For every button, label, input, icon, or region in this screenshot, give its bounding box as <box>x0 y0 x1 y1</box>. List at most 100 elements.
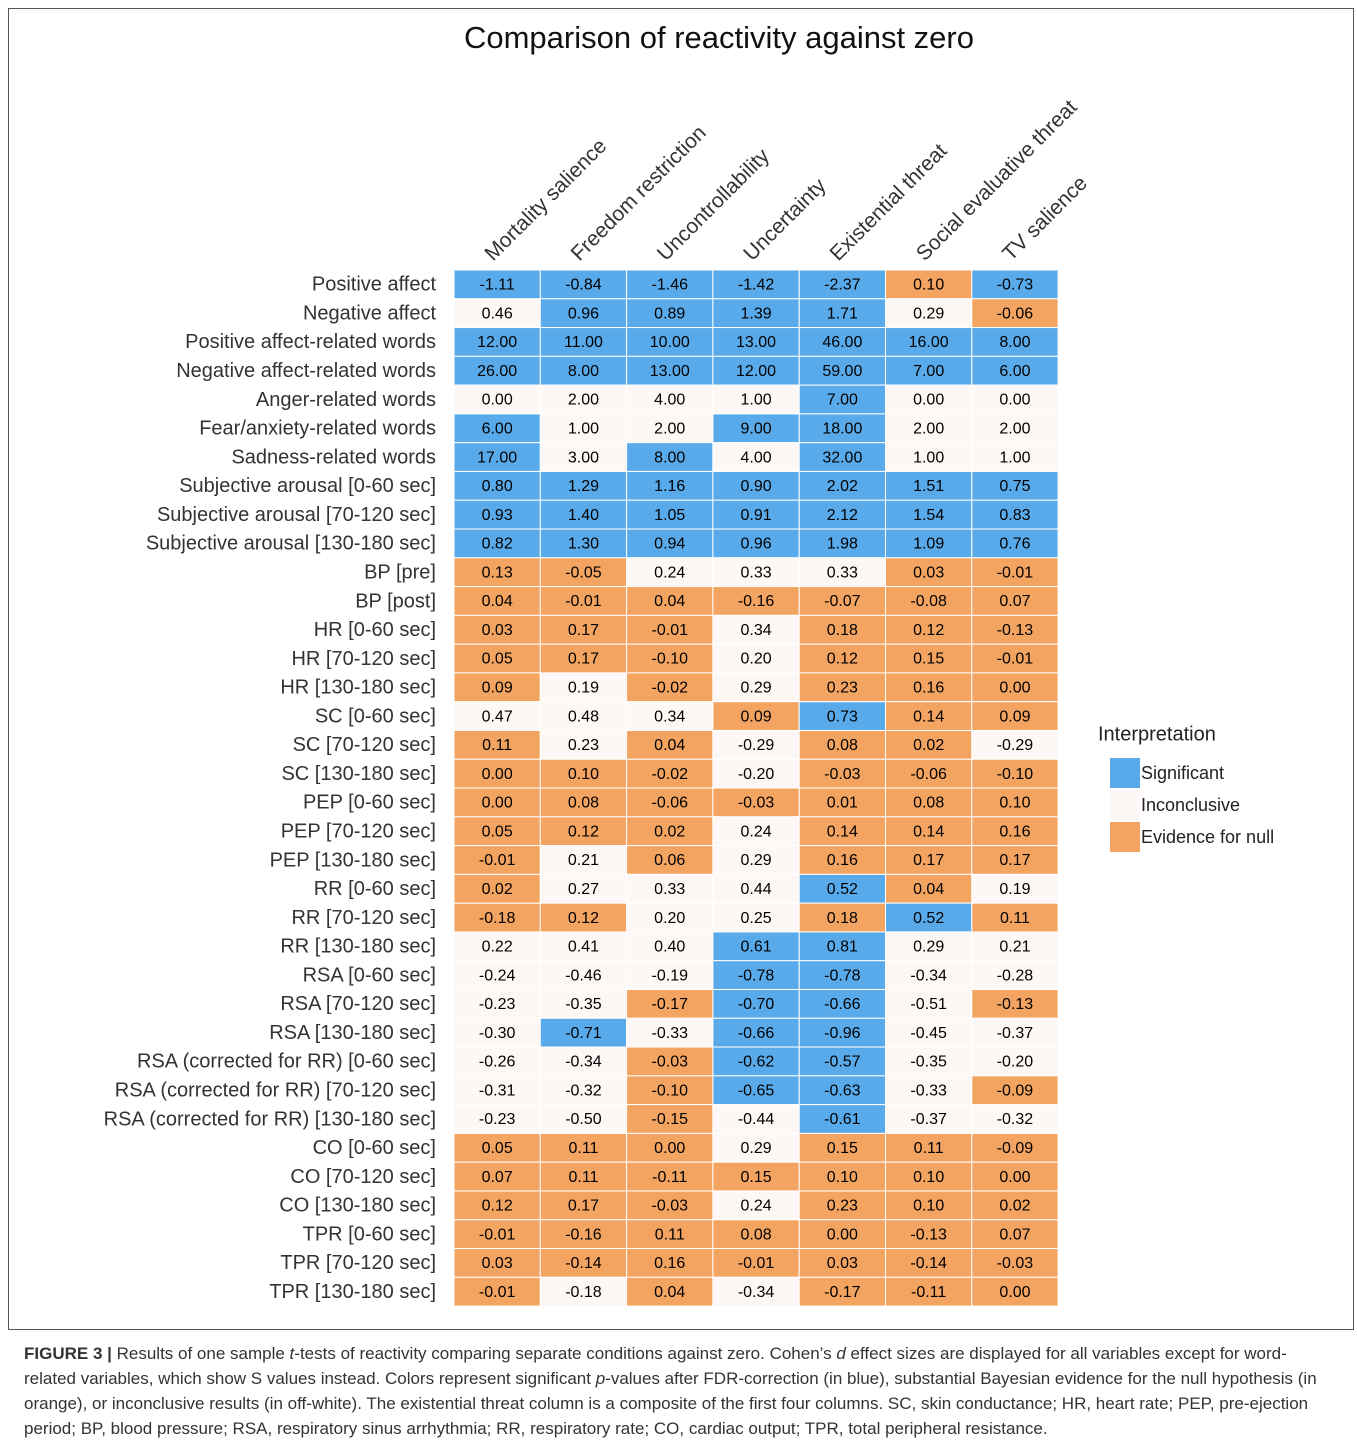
cell-label: -0.02 <box>652 680 689 697</box>
cell <box>885 816 973 847</box>
cell-label: 0.94 <box>654 536 685 553</box>
cell-label: 0.15 <box>740 1169 771 1186</box>
cell-label: 0.11 <box>568 1169 598 1186</box>
cell <box>885 672 973 703</box>
cell-label: 1.16 <box>654 478 685 495</box>
cell <box>971 269 1059 300</box>
cell-label: 0.23 <box>568 737 599 754</box>
cell <box>971 557 1059 588</box>
cell <box>798 845 887 875</box>
cell <box>712 729 800 760</box>
cell <box>626 557 714 588</box>
cell <box>885 1017 973 1048</box>
cell-label: -0.01 <box>565 593 602 610</box>
cell-label: 0.19 <box>568 680 599 697</box>
cell-label: 0.12 <box>482 1198 513 1215</box>
cell-label: 2.00 <box>999 421 1030 438</box>
cell <box>712 787 800 818</box>
cell-label: -1.11 <box>480 277 515 294</box>
row-label: HR [0-60 sec] <box>314 619 436 641</box>
cell-label: 0.11 <box>568 1140 598 1157</box>
cell-label: 0.75 <box>999 478 1030 495</box>
cell <box>453 1075 541 1106</box>
cell-label: 0.07 <box>999 593 1030 610</box>
row-label: HR [130-180 sec] <box>280 677 436 699</box>
cell <box>971 729 1059 760</box>
row-label: RSA (corrected for RR) [0-60 sec] <box>137 1051 436 1073</box>
cell <box>885 269 973 300</box>
cell <box>712 873 800 904</box>
cell-label: 32.00 <box>822 449 862 466</box>
cell <box>539 845 628 875</box>
cell-label: 1.51 <box>913 478 944 495</box>
cell-label: 0.09 <box>740 708 771 725</box>
cell-label: 1.05 <box>654 507 685 524</box>
cell <box>712 960 800 990</box>
cell-label: 12.00 <box>477 334 517 351</box>
cell-label: 0.21 <box>568 852 599 869</box>
cell-label: 0.17 <box>913 852 944 869</box>
cell <box>453 327 541 357</box>
cell <box>712 442 800 472</box>
cell-label: -0.18 <box>479 910 516 927</box>
row-label: BP [pre] <box>364 561 436 583</box>
cell-label: 0.13 <box>482 564 513 581</box>
cell <box>539 1017 628 1048</box>
cell <box>798 1104 887 1134</box>
cell-label: 0.14 <box>913 708 944 725</box>
cell <box>885 327 973 357</box>
cell <box>453 499 541 530</box>
cell-label: -0.29 <box>738 737 775 754</box>
cell <box>885 931 973 962</box>
cell-label: 0.34 <box>740 622 771 639</box>
cell-label: 17.00 <box>477 449 517 466</box>
caption-text: p <box>595 1369 606 1388</box>
cell-label: 0.19 <box>999 881 1030 898</box>
cell-label: 0.20 <box>654 910 685 927</box>
cell-label: -0.32 <box>565 1082 602 1099</box>
cell <box>539 1104 628 1134</box>
cell-label: 0.15 <box>913 651 944 668</box>
cell-label: -0.10 <box>652 1082 689 1099</box>
cell <box>798 902 887 933</box>
cell <box>885 499 973 530</box>
row-label: TPR [70-120 sec] <box>280 1252 436 1274</box>
cell <box>539 1276 628 1307</box>
cell-label: -0.08 <box>910 593 947 610</box>
cell <box>539 643 628 674</box>
cell <box>798 1017 887 1048</box>
cell-label: -0.70 <box>738 996 775 1013</box>
cell-label: -0.51 <box>910 996 947 1013</box>
cell-label: 18.00 <box>822 421 862 438</box>
cell-label: 11.00 <box>564 334 603 351</box>
row-label: SC [70-120 sec] <box>293 734 436 756</box>
cell-label: -0.20 <box>997 1054 1034 1071</box>
row-label: Subjective arousal [0-60 sec] <box>179 475 436 497</box>
cell-label: -0.11 <box>911 1284 946 1301</box>
cell-label: -0.37 <box>997 1025 1034 1042</box>
cell <box>453 1190 541 1221</box>
cell <box>453 643 541 674</box>
cell-label: 0.00 <box>482 795 513 812</box>
cell-label: 0.73 <box>827 708 858 725</box>
cell <box>971 1132 1059 1163</box>
cell <box>971 1276 1059 1307</box>
row-label: RSA [130-180 sec] <box>269 1022 436 1044</box>
cell-label: 0.29 <box>913 939 944 956</box>
cell <box>971 845 1059 875</box>
row-label: RR [70-120 sec] <box>291 907 436 929</box>
cell-label: 10.00 <box>650 334 690 351</box>
cell-label: 8.00 <box>568 363 599 380</box>
cell-label: 0.08 <box>740 1226 771 1243</box>
cell <box>971 902 1059 933</box>
row-label: Negative affect <box>303 302 436 324</box>
cell <box>539 1219 628 1250</box>
cell-label: -0.03 <box>652 1198 689 1215</box>
cell-label: 0.07 <box>482 1169 513 1186</box>
cell-label: 0.00 <box>999 392 1030 409</box>
cell-label: 0.33 <box>654 881 685 898</box>
cell-label: 0.17 <box>568 651 599 668</box>
cell <box>885 355 973 386</box>
row-label: BP [post] <box>355 590 436 612</box>
cell-label: 26.00 <box>477 363 517 380</box>
